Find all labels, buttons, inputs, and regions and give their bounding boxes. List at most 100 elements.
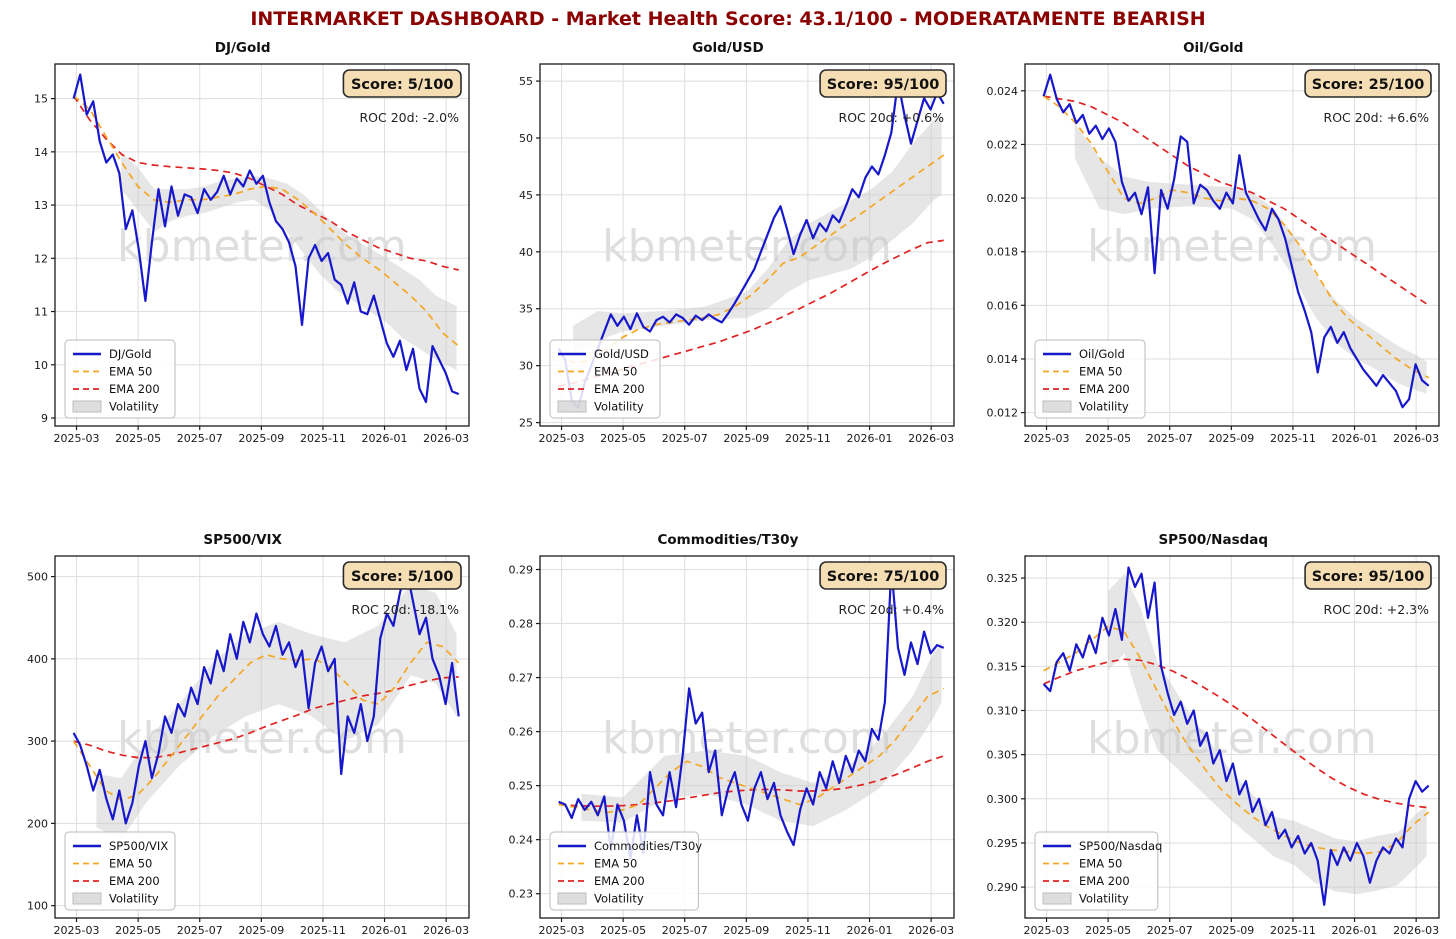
- ema200-line: [558, 755, 944, 808]
- plot-border: [1024, 555, 1440, 919]
- svg-text:0.020: 0.020: [987, 192, 1019, 205]
- svg-text:DJ/Gold: DJ/Gold: [109, 347, 152, 361]
- charts-grid: DJ/Gold kbmeter.com 2025-03 2025-05 2025-07…: [0, 34, 1456, 938]
- svg-text:2026-03: 2026-03: [908, 924, 954, 937]
- chart-sp500-nasdaq: SP500/Nasdaq kbmeter.com 2025-03 2025-05 20…: [971, 530, 1456, 938]
- ema200-line: [73, 676, 459, 759]
- svg-text:10: 10: [34, 359, 48, 372]
- plot-border: [1024, 63, 1440, 427]
- svg-text:SP500/Nasdaq: SP500/Nasdaq: [1079, 839, 1162, 853]
- svg-text:Gold/USD: Gold/USD: [594, 347, 649, 361]
- svg-text:13: 13: [34, 199, 48, 212]
- score-badge: Score: 5/100: [342, 561, 462, 590]
- main-series-line: [557, 80, 945, 409]
- svg-text:14: 14: [34, 146, 48, 159]
- volatility-band: [1074, 123, 1427, 394]
- axis-ticks: [1021, 577, 1417, 922]
- dashboard-title: INTERMARKET DASHBOARD - Market Health Sc…: [250, 8, 1206, 30]
- svg-text:0.014: 0.014: [987, 353, 1019, 366]
- chart-dj-gold: DJ/Gold kbmeter.com 2025-03 2025-05 2025-07…: [0, 38, 485, 446]
- svg-text:2025-05: 2025-05: [1085, 924, 1131, 937]
- watermark: kbmeter.com: [1087, 221, 1377, 272]
- svg-text:0.29: 0.29: [508, 564, 533, 577]
- svg-text:2025-03: 2025-03: [53, 432, 99, 445]
- chart-title: DJ/Gold: [214, 40, 271, 56]
- svg-text:2026-01: 2026-01: [1332, 924, 1378, 937]
- svg-text:EMA 50: EMA 50: [1079, 365, 1122, 379]
- svg-text:50: 50: [519, 132, 533, 145]
- svg-text:40: 40: [519, 246, 533, 259]
- svg-text:0.24: 0.24: [508, 834, 533, 847]
- svg-text:400: 400: [27, 653, 48, 666]
- plot-border: [539, 555, 955, 919]
- chart-gold-usd: Gold/USD kbmeter.com 2025-03 2025-05 2025-0…: [485, 38, 970, 446]
- svg-text:2025-03: 2025-03: [538, 924, 584, 937]
- watermark: kbmeter.com: [602, 713, 892, 764]
- watermark: kbmeter.com: [1087, 713, 1377, 764]
- y-axis-ticks: 100 200 300 400 500: [27, 571, 48, 913]
- svg-text:11: 11: [34, 306, 48, 319]
- score-badge: Score: 95/100: [1304, 561, 1433, 590]
- chart-title: SP500/Nasdaq: [1158, 532, 1269, 548]
- svg-text:Score: 25/100: Score: 25/100: [1312, 77, 1425, 93]
- svg-text:Score: 5/100: Score: 5/100: [351, 77, 453, 93]
- ema50-line: [1043, 625, 1430, 855]
- y-axis-ticks: 25 30 35 40 45 50 55: [519, 75, 533, 430]
- svg-text:Volatility: Volatility: [109, 892, 159, 906]
- x-axis-ticks: 2025-03 2025-05 2025-07 2025-09 2025-11 2026-…: [538, 924, 954, 937]
- score-badge: Score: 25/100: [1304, 69, 1433, 98]
- svg-text:0.26: 0.26: [508, 726, 533, 739]
- svg-text:30: 30: [519, 360, 533, 373]
- svg-text:2025-07: 2025-07: [1147, 432, 1193, 445]
- ema50-line: [558, 687, 945, 814]
- svg-text:2026-03: 2026-03: [1393, 432, 1439, 445]
- x-axis-ticks: 2025-03 2025-05 2025-07 2025-09 2025-11 2026-…: [53, 924, 469, 937]
- axis-ticks: [50, 575, 447, 922]
- x-axis-ticks: 2025-03 2025-05 2025-07 2025-09 2025-11 2026-…: [1024, 924, 1440, 937]
- svg-text:2026-01: 2026-01: [361, 432, 407, 445]
- chart-sp500-vix: SP500/VIX kbmeter.com 2025-03 2025-05 2025-…: [0, 530, 485, 938]
- axis-ticks: [535, 80, 932, 430]
- plot-border: [53, 63, 470, 427]
- svg-text:Score: 95/100: Score: 95/100: [1312, 569, 1425, 585]
- y-axis-ticks: 0.290 0.295 0.300 0.305 0.310 0.315 0.320 0.325: [987, 572, 1019, 894]
- x-axis-ticks: 2025-03 2025-05 2025-07 2025-09 2025-11 2026-…: [538, 432, 954, 445]
- svg-text:15: 15: [34, 93, 48, 106]
- main-series-line: [72, 567, 460, 825]
- svg-text:300: 300: [27, 735, 48, 748]
- svg-text:2026-03: 2026-03: [423, 432, 469, 445]
- svg-text:12: 12: [34, 252, 48, 265]
- svg-text:2025-09: 2025-09: [238, 924, 284, 937]
- svg-text:0.022: 0.022: [987, 138, 1019, 151]
- svg-text:2025-11: 2025-11: [1270, 924, 1316, 937]
- svg-text:2025-03: 2025-03: [1024, 924, 1070, 937]
- axis-ticks: [1021, 90, 1417, 430]
- chart-title: Oil/Gold: [1183, 40, 1244, 56]
- svg-text:2025-03: 2025-03: [538, 432, 584, 445]
- svg-text:2025-03: 2025-03: [1024, 432, 1070, 445]
- svg-text:EMA 50: EMA 50: [594, 857, 637, 871]
- score-badge: Score: 5/100: [342, 69, 462, 98]
- svg-text:2026-03: 2026-03: [423, 924, 469, 937]
- svg-text:2025-09: 2025-09: [723, 432, 769, 445]
- chart-title: SP500/VIX: [203, 532, 282, 548]
- svg-text:0.012: 0.012: [987, 407, 1019, 420]
- axis-ticks: [50, 98, 447, 430]
- svg-text:9: 9: [41, 412, 48, 425]
- svg-text:2025-05: 2025-05: [600, 924, 646, 937]
- score-badge: Score: 75/100: [819, 561, 947, 590]
- main-series-line: [558, 565, 945, 860]
- roc-label: ROC 20d: +2.3%: [1324, 602, 1430, 617]
- y-axis-ticks: 0.23 0.24 0.25 0.26 0.27 0.28 0.29: [508, 564, 533, 901]
- x-axis-ticks: 2025-03 2025-05 2025-07 2025-09 2025-11 2026-…: [53, 432, 469, 445]
- svg-text:0.325: 0.325: [987, 572, 1019, 585]
- svg-text:0.295: 0.295: [987, 837, 1019, 850]
- svg-text:0.310: 0.310: [987, 705, 1019, 718]
- ema200-line: [1043, 95, 1430, 307]
- roc-label: ROC 20d: +6.6%: [1324, 110, 1430, 125]
- axis-ticks: [535, 568, 932, 922]
- svg-text:EMA 200: EMA 200: [1079, 874, 1130, 888]
